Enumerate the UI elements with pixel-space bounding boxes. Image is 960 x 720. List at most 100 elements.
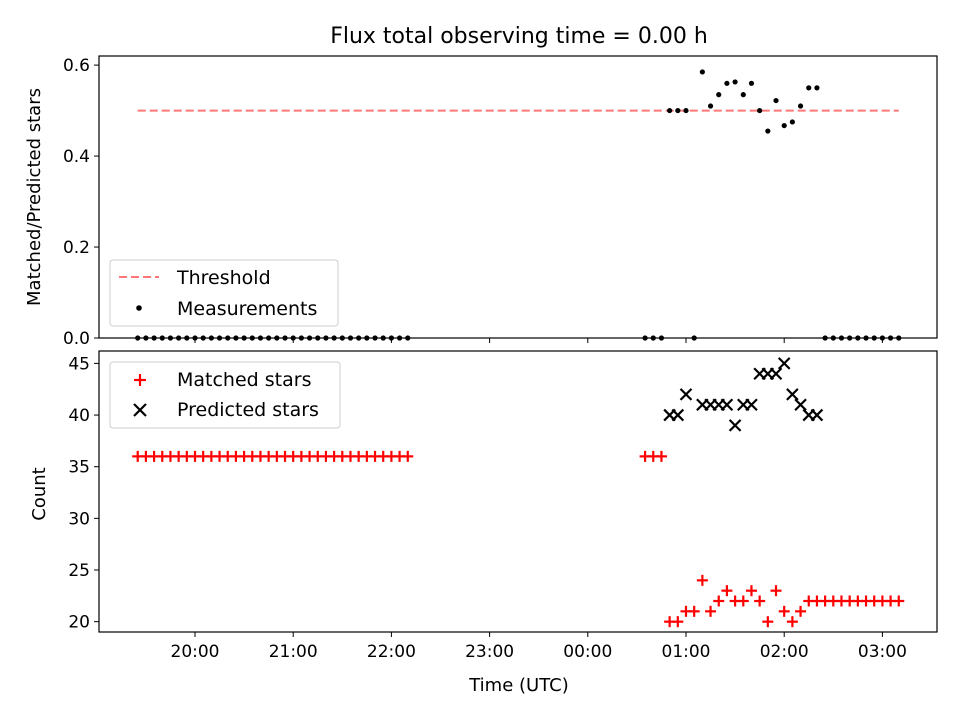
matched-star-marker [705,605,717,617]
measurement-point [838,335,845,341]
measurement-point [667,107,673,114]
legend-threshold-label: Threshold [176,267,271,289]
measurement-point [757,107,763,114]
top-y-axis-label: Matched/Predicted stars [24,88,45,306]
matched-star-marker [786,616,798,628]
measurement-point [887,335,894,341]
measurement-point [871,335,877,341]
measurement-point [699,69,705,75]
x-tick-label: 22:00 [367,642,416,662]
matched-star-marker [696,574,708,586]
measurement-point [773,97,779,104]
measurement-point [863,335,869,341]
y-tick-label: 40 [68,406,90,426]
x-axis-label: Time (UTC) [468,675,569,696]
x-tick-label: 02:00 [760,642,809,662]
measurement-point [200,335,206,341]
matched-star-marker [893,595,905,607]
predicted-star-marker [777,357,791,370]
measurement-point [388,335,394,341]
legend-predicted-label: Predicted stars [177,399,319,421]
matched-star-marker [721,585,733,597]
measurement-point [896,335,902,341]
measurement-point [405,335,411,341]
predicted-star-marker [679,388,693,401]
measurement-point [658,335,665,341]
measurement-point [707,103,714,109]
y-tick-label: 35 [68,458,90,478]
measurement-point [257,335,264,341]
measurement-point [216,335,223,341]
matched-star-marker [713,595,725,607]
measurement-point [691,335,697,341]
top-panel: Flux total observing time = 0.00 h Match… [24,24,938,349]
measurement-point [225,335,231,341]
measurement-point [347,335,354,341]
bottom-y-axis-label: Count [29,467,50,520]
measurement-point [650,335,656,341]
predicted-star-marker [745,398,758,411]
matched-star-marker [672,616,684,628]
x-tick-label: 03:00 [858,642,907,662]
measurement-point [266,335,272,341]
measurement-point [797,103,804,109]
y-tick-label: 0.0 [63,329,90,349]
matched-star-marker [795,605,807,617]
matched-star-marker [737,595,749,607]
measurement-point [814,85,820,91]
matched-star-marker [770,585,782,597]
measurement-point [855,335,861,341]
measurement-point [781,122,787,129]
measurement-point [380,335,386,341]
measurement-point [830,335,836,341]
measurement-point [151,335,157,341]
matched-star-marker [778,605,790,617]
top-legend: Threshold Measurements [109,259,339,327]
axes-frame [98,55,938,339]
measurement-point [642,335,648,341]
y-tick-label: 0.4 [63,147,90,167]
measurement-point [135,335,141,341]
legend-matched-swatch [134,374,146,386]
predicted-star-marker [786,388,799,401]
measurement-point [396,335,403,341]
chart-title: Flux total observing time = 0.00 h [330,24,708,49]
measurement-point [748,80,755,86]
measurement-point [233,335,239,341]
measurement-point [683,107,689,114]
y-tick-label: 0.2 [63,238,90,258]
y-tick-label: 20 [68,613,90,633]
y-tick-label: 25 [68,561,90,581]
measurement-point [306,335,313,341]
bottom-legend: Matched stars Predicted stars [109,361,341,429]
measurement-point [290,335,296,341]
measurement-point [167,335,174,341]
measurement-point [249,335,255,341]
measurement-point [364,335,370,341]
predicted-star-marker [671,408,685,422]
y-tick-label: 45 [68,354,90,374]
matched-star-marker [655,450,667,462]
x-tick-label: 01:00 [662,642,711,662]
measurement-point [732,79,738,85]
measurement-point [806,85,812,91]
matched-star-marker [402,450,414,462]
legend-measurements-label: Measurements [177,298,317,320]
measurement-point [740,92,746,98]
measurement-point [192,335,198,341]
top-plot-area: 0.0 0.2 0.4 0.6 [63,55,938,349]
measurement-point [789,119,795,125]
predicted-star-marker [720,398,734,411]
y-tick-label: 30 [68,509,90,529]
measurement-point [356,335,362,341]
x-tick-label: 21:00 [269,642,318,662]
measurement-point [323,335,329,341]
measurement-point [339,335,345,341]
legend-measurements-swatch [136,305,142,311]
legend-matched-label: Matched stars [177,369,311,391]
measurement-point [241,335,247,341]
measurement-point [331,335,337,341]
measurement-point [176,335,182,341]
measurement-point [879,335,886,341]
